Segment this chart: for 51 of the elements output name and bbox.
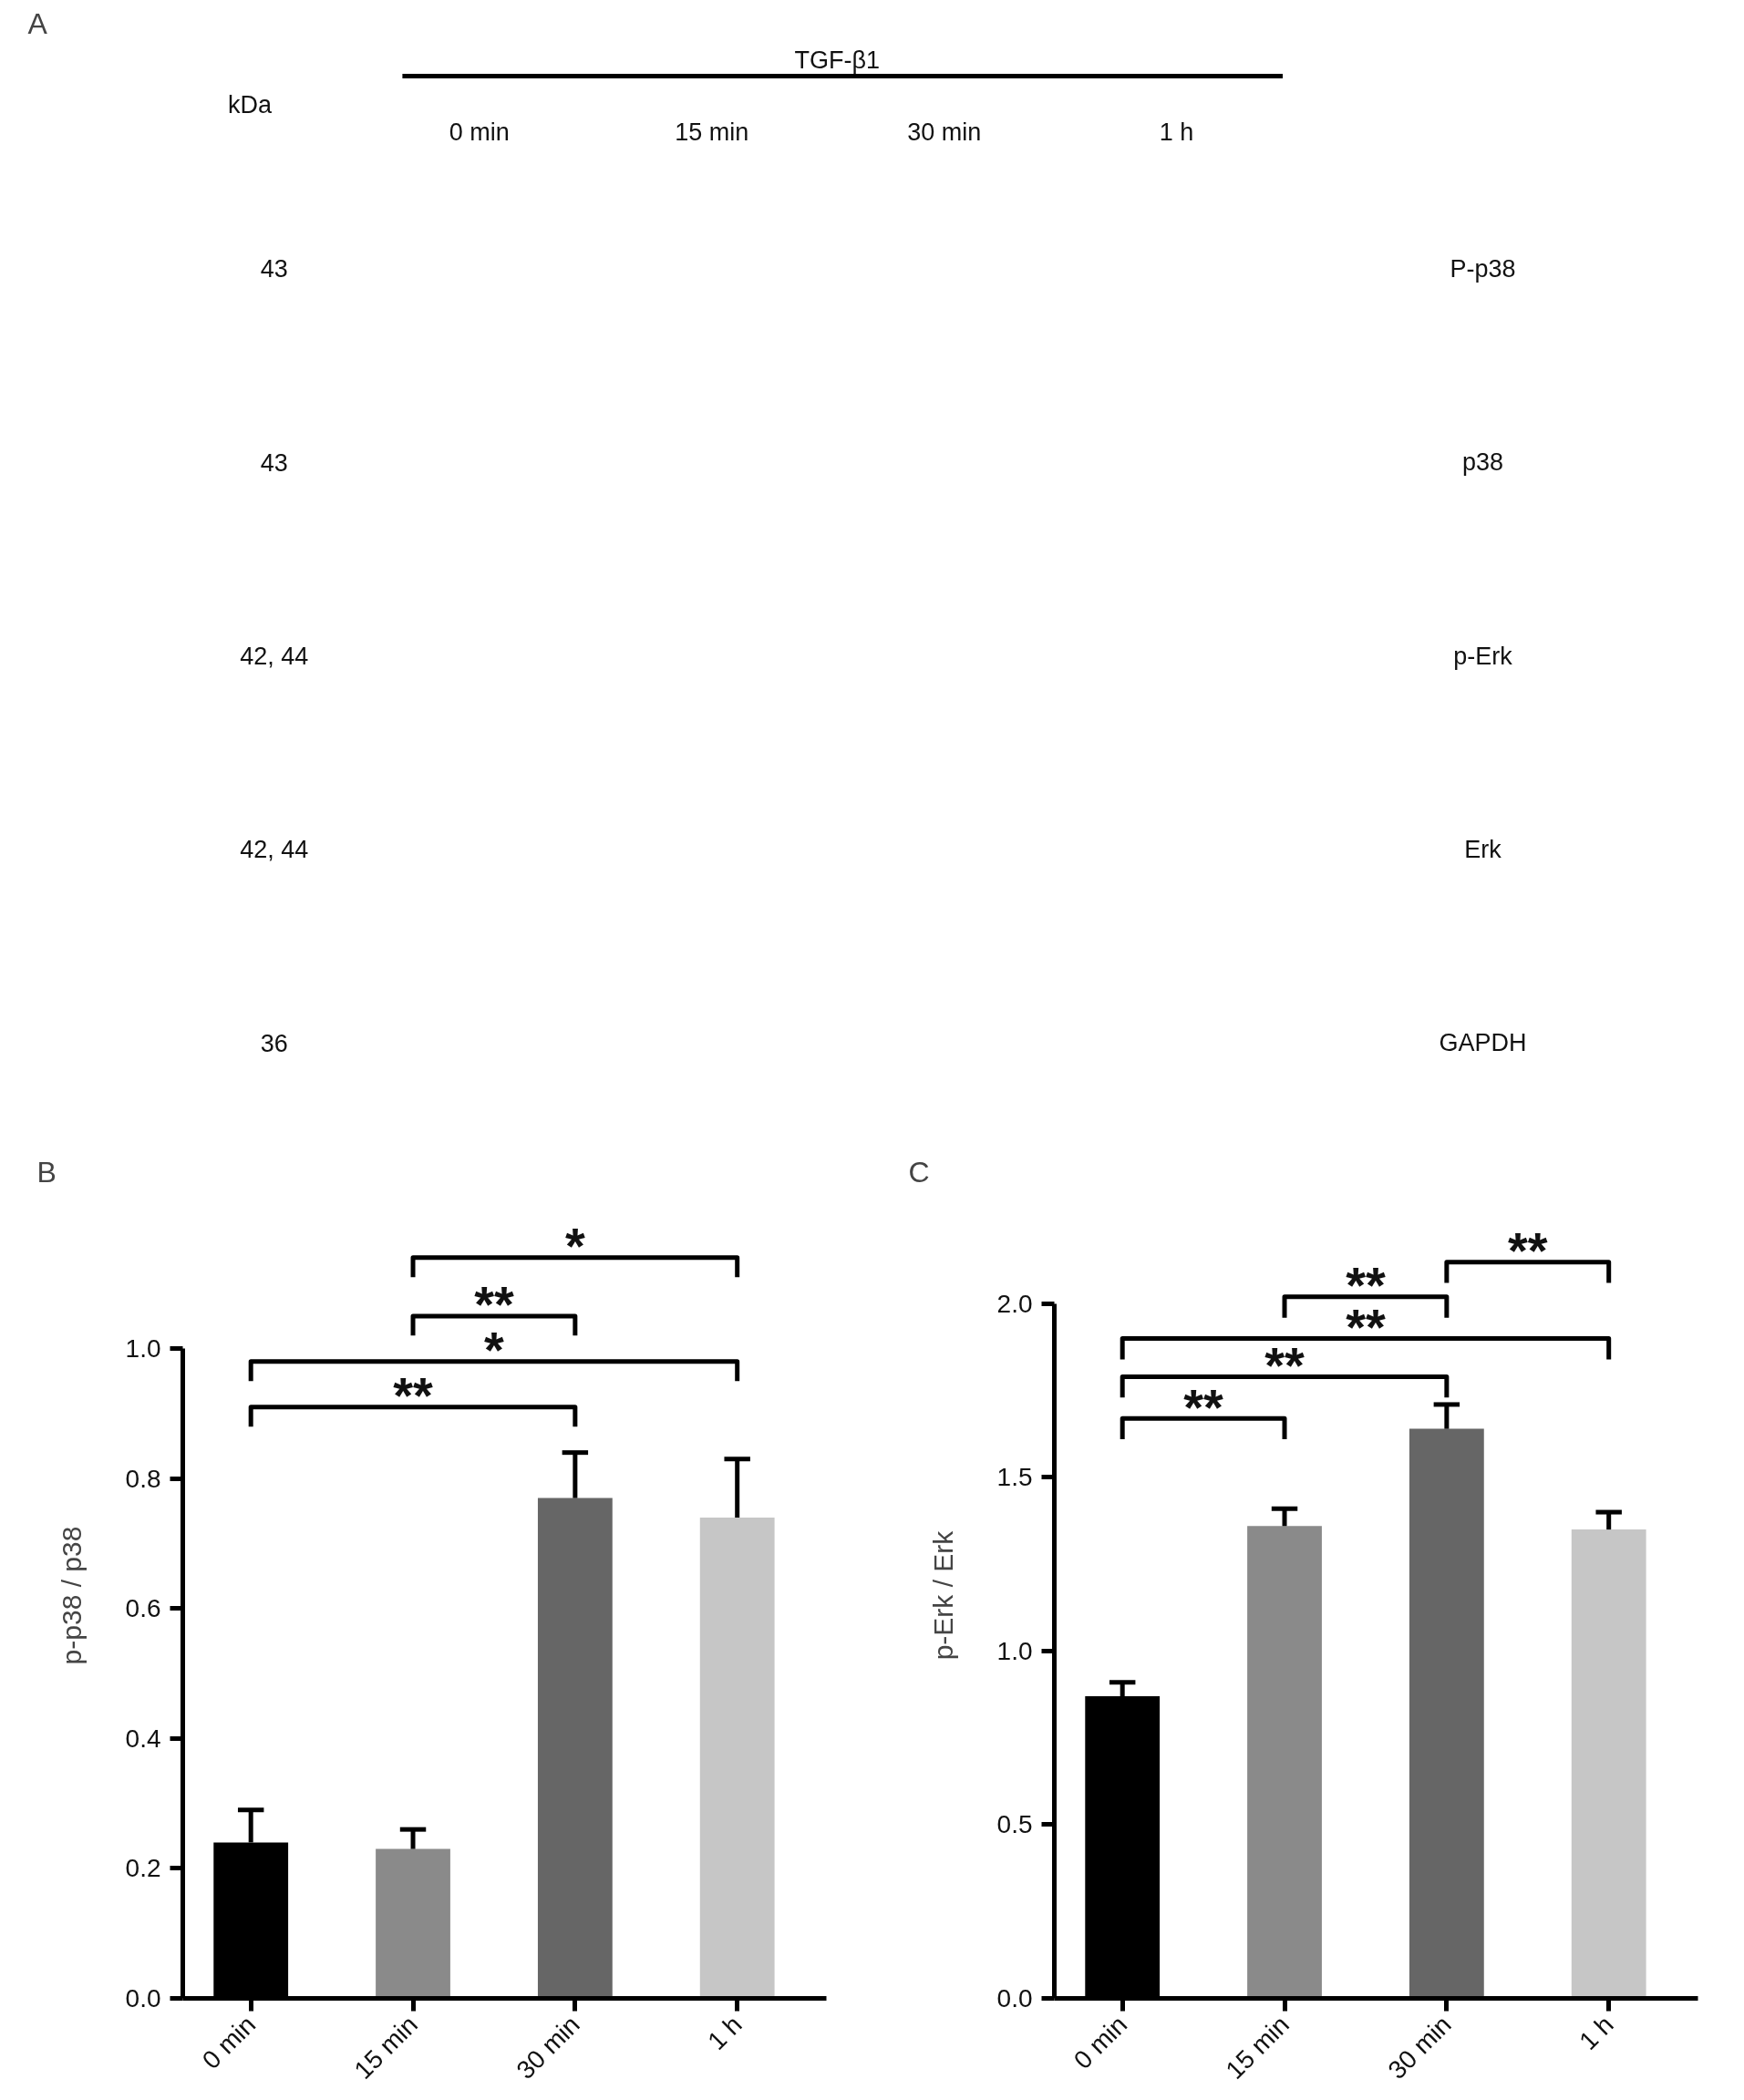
y-tick-label: 2.0 (996, 1289, 1033, 1318)
chart-title: B (36, 1155, 57, 1189)
y-axis-title: p-Erk / Erk (927, 1529, 958, 1661)
x-tick-label: 0 min (196, 2010, 262, 2074)
bar (1571, 1529, 1646, 1999)
y-tick-label: 0.4 (125, 1724, 161, 1753)
category-label: P-p38 (1450, 254, 1516, 283)
bar (1247, 1526, 1322, 1999)
category-label: 43 (260, 255, 288, 283)
x-tick-label: 30 min (511, 2010, 585, 2085)
x-tick-label: 30 min (1382, 2010, 1457, 2085)
text: TGF-β1 (794, 46, 880, 74)
x-tick-label: 15 min (348, 2010, 423, 2085)
bar (376, 1848, 450, 1999)
x-tick-label: 15 min (1220, 2010, 1295, 2085)
chart-title: C (908, 1155, 930, 1189)
category-label: 42, 44 (240, 835, 309, 863)
category-label: 30 min (907, 118, 982, 146)
text: kDa (228, 90, 273, 118)
y-tick-label: 0.0 (125, 1984, 161, 2012)
y-tick-label: 1.5 (996, 1463, 1033, 1492)
x-tick-label: 0 min (1068, 2010, 1133, 2074)
annotation: ** (393, 1366, 434, 1425)
bar (699, 1517, 775, 1999)
y-axis-title: p-p38 / p38 (56, 1526, 87, 1665)
y-tick-label: 0.2 (125, 1854, 161, 1883)
category-label: 15 min (675, 118, 749, 146)
category-label: p38 (1462, 448, 1504, 477)
annotation: ** (1183, 1377, 1224, 1436)
x-tick-label: 1 h (1574, 2010, 1619, 2055)
category-label: 43 (260, 448, 288, 477)
y-tick-label: 0.6 (125, 1594, 161, 1623)
x-tick-label: 1 h (702, 2010, 748, 2055)
y-tick-label: 1.0 (125, 1334, 161, 1364)
y-tick-label: 0.5 (996, 1810, 1033, 1839)
bar (1409, 1428, 1484, 1999)
category-label: 42, 44 (240, 642, 309, 670)
annotation: ** (1264, 1335, 1305, 1394)
text: * (564, 1217, 585, 1275)
category-label: 1 h (1159, 118, 1194, 146)
y-tick-label: 0.0 (996, 1984, 1033, 2012)
y-tick-label: 0.8 (125, 1464, 161, 1493)
text: A (27, 6, 48, 40)
category-label: GAPDH (1439, 1029, 1527, 1057)
category-label: Erk (1464, 835, 1501, 863)
text: ** (1507, 1221, 1548, 1280)
category-label: 0 min (449, 118, 510, 146)
category-label: 36 (260, 1029, 288, 1057)
bar (537, 1498, 613, 1999)
category-label: p-Erk (1453, 642, 1512, 670)
y-tick-label: 1.0 (996, 1636, 1033, 1665)
